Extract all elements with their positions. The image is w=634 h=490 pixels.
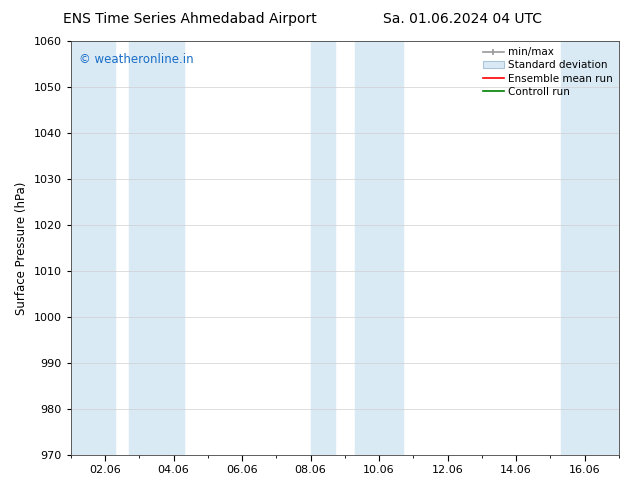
Bar xyxy=(129,41,184,455)
Legend: min/max, Standard deviation, Ensemble mean run, Controll run: min/max, Standard deviation, Ensemble me… xyxy=(479,43,617,101)
Bar xyxy=(355,41,403,455)
Text: © weatheronline.in: © weatheronline.in xyxy=(79,53,193,67)
Bar xyxy=(71,41,115,455)
Text: Sa. 01.06.2024 04 UTC: Sa. 01.06.2024 04 UTC xyxy=(384,12,542,26)
Bar xyxy=(311,41,335,455)
Text: ENS Time Series Ahmedabad Airport: ENS Time Series Ahmedabad Airport xyxy=(63,12,317,26)
Y-axis label: Surface Pressure (hPa): Surface Pressure (hPa) xyxy=(15,181,28,315)
Bar xyxy=(560,41,619,455)
